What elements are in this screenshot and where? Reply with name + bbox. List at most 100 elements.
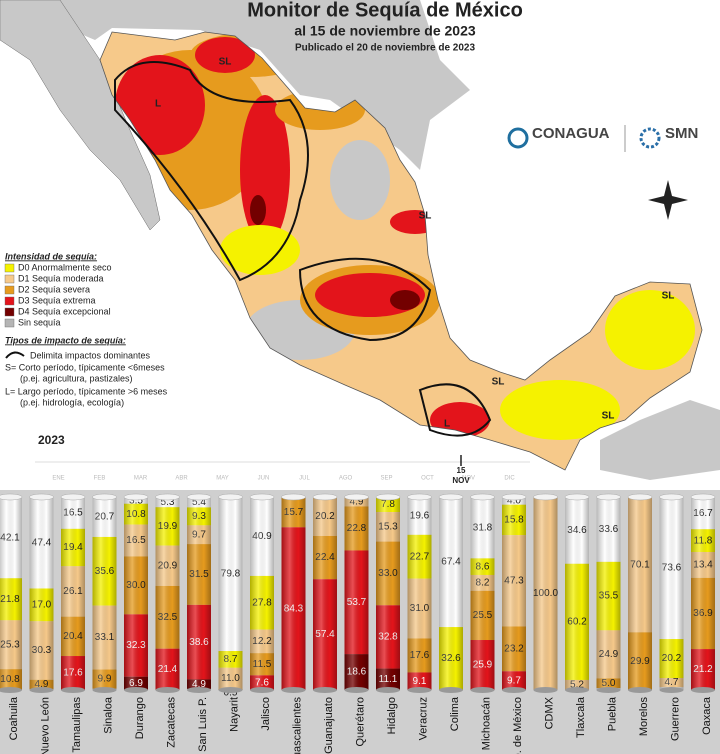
month-label: ENE xyxy=(52,476,64,482)
bar-base xyxy=(250,687,274,693)
value-label: 24.9 xyxy=(599,649,619,660)
mexico-outline xyxy=(99,31,703,471)
value-label: 21.8 xyxy=(0,594,20,605)
month-label: MAR xyxy=(134,476,148,482)
bar-base xyxy=(376,687,400,693)
category-label: Morelos xyxy=(638,697,650,737)
zone-label: SL xyxy=(602,411,615,422)
bar-base xyxy=(344,687,369,693)
category-label: Puebla xyxy=(606,696,618,731)
value-label: 38.6 xyxy=(189,637,209,648)
month-label: JUL xyxy=(299,476,310,482)
value-label: 60.2 xyxy=(567,617,587,628)
value-label: 57.4 xyxy=(315,629,335,640)
legend-swatch xyxy=(4,318,15,328)
agency-name: CONAGUA xyxy=(532,125,610,142)
d0-area xyxy=(500,380,620,440)
conagua-logo xyxy=(507,127,529,149)
bar-cap xyxy=(92,493,117,501)
category-label: Coahuila xyxy=(8,696,20,740)
category-label: Guerrero xyxy=(669,697,681,741)
bar-cap xyxy=(596,493,621,501)
value-label: 32.5 xyxy=(158,612,178,623)
year-label: 2023 xyxy=(38,433,65,447)
current-day: 15 xyxy=(457,466,466,475)
value-label: 19.9 xyxy=(158,521,178,532)
bar-base xyxy=(187,687,211,693)
timeline: 2023 ENE FEB MAR ABR MAY JUN JUL AGO SEP OCT NOV DIC… xyxy=(35,433,530,485)
bar-cap xyxy=(123,493,149,501)
value-label: 8.6 xyxy=(476,561,490,572)
bar-base xyxy=(281,687,306,693)
month-label: DIC xyxy=(504,476,515,482)
value-label: 19.4 xyxy=(63,542,83,553)
value-label: 31.8 xyxy=(473,522,493,533)
legend-label: D0 Anormalmente seco xyxy=(18,262,112,272)
bar-cap xyxy=(375,493,401,501)
value-label: 32.3 xyxy=(126,640,146,651)
bar-base xyxy=(61,687,85,693)
month-label: AGO xyxy=(339,476,353,482)
category-label: Jalisco xyxy=(260,697,272,731)
value-label: 22.4 xyxy=(315,552,335,563)
value-label: 84.3 xyxy=(284,603,304,614)
usa xyxy=(0,0,470,170)
legend-title: Intensidad de sequía: xyxy=(5,251,97,261)
bar-base xyxy=(218,687,243,693)
bar-cap xyxy=(407,493,432,501)
value-label: 33.1 xyxy=(95,632,115,643)
value-label: 30.3 xyxy=(32,645,52,656)
value-label: 15.3 xyxy=(378,521,398,532)
bar-cap xyxy=(29,493,54,501)
value-label: 11.0 xyxy=(221,673,240,684)
value-label: 20.9 xyxy=(158,560,178,571)
map-title: Monitor de Sequía de México xyxy=(247,0,523,21)
value-label: 47.4 xyxy=(32,537,52,548)
bar-base xyxy=(29,687,54,693)
value-label: 27.8 xyxy=(252,597,272,608)
value-label: 32.6 xyxy=(441,653,461,664)
bar-base xyxy=(0,687,22,693)
legend-label: D1 Sequía moderada xyxy=(18,273,104,283)
month-label: NOV xyxy=(462,476,475,482)
zone-labels: SL L SL SL SL SL L xyxy=(155,57,674,430)
value-label: 20.2 xyxy=(662,653,682,664)
smn-logo xyxy=(639,127,661,149)
legend: Intensidad de sequía:D0 Anormalmente sec… xyxy=(4,251,168,407)
value-label: 8.2 xyxy=(476,578,490,589)
value-label: 20.7 xyxy=(95,512,115,523)
impact-line-sample xyxy=(5,351,25,359)
bar-base xyxy=(470,687,495,693)
category-label: Tamaulipas xyxy=(71,697,83,753)
bar-cap xyxy=(312,493,338,501)
agency-name: SMN xyxy=(665,125,698,142)
value-label: 12.2 xyxy=(252,636,272,647)
value-label: 9.7 xyxy=(507,675,521,686)
bar-cap xyxy=(564,493,590,501)
legend-swatch xyxy=(4,296,15,306)
bar-base xyxy=(502,687,526,693)
bar-cap xyxy=(218,493,243,501)
impact-label: Delimita impactos dominantes xyxy=(30,350,151,360)
value-label: 34.6 xyxy=(567,525,587,536)
chart: 42.121.825.310.8Coahuila47.417.030.34.9N… xyxy=(0,493,716,754)
category-label: San Luis P. xyxy=(197,697,209,752)
impact-label: L= Largo período, típicamente >6 meses xyxy=(5,386,168,396)
category-label: CDMX xyxy=(543,696,555,729)
bar-cap xyxy=(533,493,558,501)
legend-swatch xyxy=(4,274,15,284)
category-label: Nuevo León xyxy=(39,697,51,754)
legend-label: Sin sequía xyxy=(18,317,61,327)
value-label: 17.6 xyxy=(63,668,83,679)
bar-base xyxy=(313,687,337,693)
value-label: 10.8 xyxy=(126,509,146,520)
bar-base xyxy=(124,687,148,693)
value-label: 70.1 xyxy=(630,559,650,570)
category-label: Guanajuato xyxy=(323,697,335,754)
bar-cap xyxy=(470,493,495,501)
value-label: 11.1 xyxy=(379,674,398,685)
month-label: FEB xyxy=(94,476,106,482)
bar-cap xyxy=(627,493,653,501)
value-label: 31.5 xyxy=(189,569,209,580)
value-label: 25.9 xyxy=(473,660,493,671)
